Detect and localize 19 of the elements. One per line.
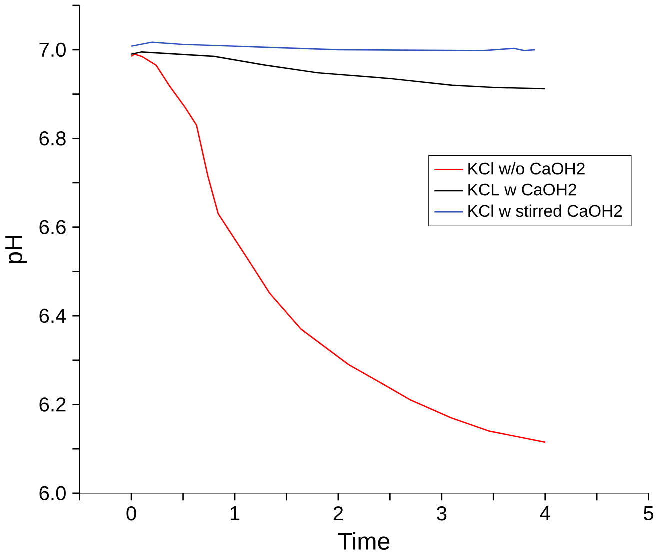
y-tick-label: 6.8	[40, 132, 66, 146]
line-series	[130, 52, 546, 90]
y-tick-label: 6.4	[40, 309, 66, 324]
y-tick-label: 6.2	[40, 398, 66, 412]
x-tick-label: 0	[126, 506, 136, 521]
x-axis-title: Time	[338, 532, 390, 550]
legend-label: KCl w stirred CaOH2	[468, 204, 622, 218]
x-tick-label: 4	[540, 506, 550, 521]
y-tick-label: 7.0	[40, 43, 66, 58]
y-tick-label: 6.0	[40, 486, 66, 501]
x-tick-label: 3	[437, 506, 447, 521]
x-tick-label: 5	[644, 506, 654, 521]
legend-label: KCl w/o CaOH2	[468, 162, 585, 175]
x-tick-label: 2	[334, 506, 344, 521]
x-tick-label: 1	[230, 506, 240, 521]
legend-label: KCL w CaOH2	[468, 184, 576, 196]
y-axis-title: pH	[6, 236, 28, 264]
line-series	[130, 42, 536, 52]
y-tick-label: 6.6	[40, 220, 66, 235]
